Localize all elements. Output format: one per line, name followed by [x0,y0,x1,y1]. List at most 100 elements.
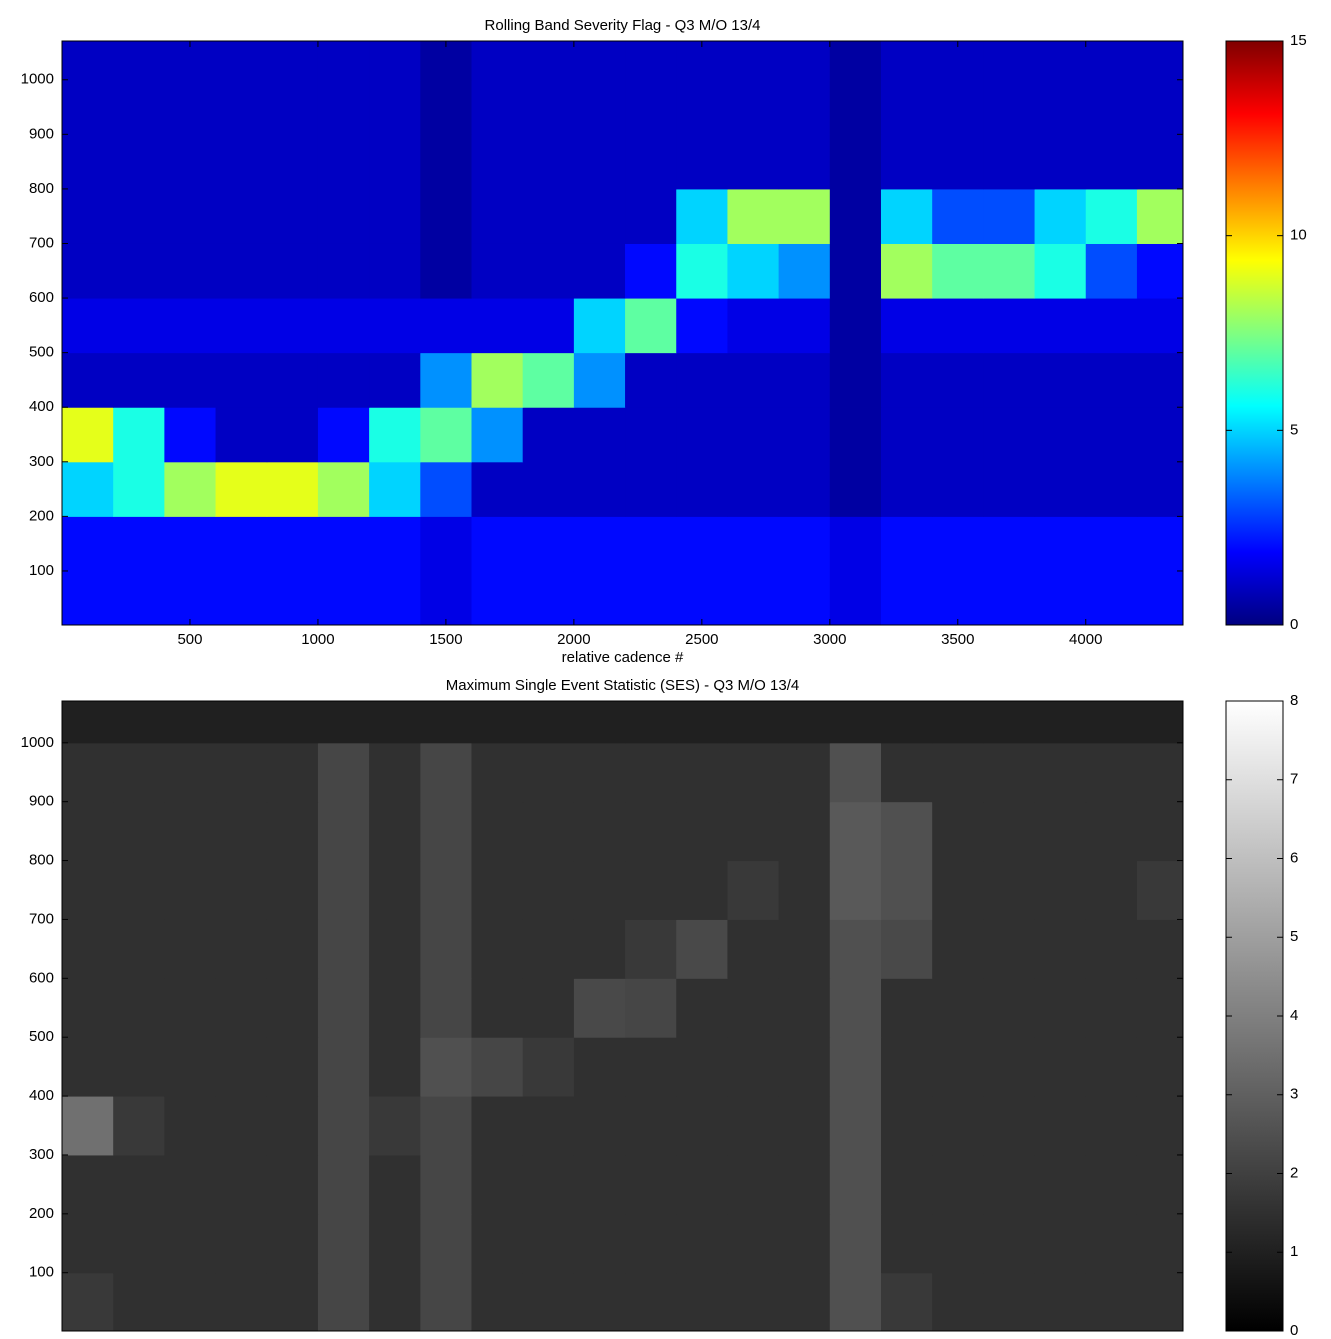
heatmap-cell [778,1096,831,1156]
heatmap-cell [1136,919,1184,979]
heatmap-cell [778,1154,831,1215]
heatmap-cell [727,407,780,463]
heatmap-cell [1034,801,1087,862]
heatmap-cell [880,516,933,572]
heatmap-cell [983,919,1036,979]
colorbar-tick-label: 7 [1290,771,1298,788]
heatmap-cell [778,134,831,190]
heatmap-cell [1085,570,1138,626]
heatmap-cell [471,1096,524,1156]
heatmap-cell [1085,1154,1138,1215]
heatmap-cell [317,1154,370,1215]
heatmap-cell [522,516,575,572]
heatmap-cell [471,298,524,354]
heatmap-cell [266,243,319,299]
heatmap-cell [829,41,882,81]
heatmap-cell [983,978,1036,1038]
heatmap-cell [113,1096,165,1156]
heatmap-cell [266,1213,319,1274]
heatmap-cell [727,188,780,244]
heatmap-cell [62,352,114,408]
heatmap-cell [880,860,933,920]
heatmap-cell [369,701,421,744]
heatmap-cell [369,407,421,463]
heatmap-cell [215,134,268,190]
heatmap-cell [676,570,728,626]
heatmap-cell [1136,1154,1184,1215]
heatmap-cell [676,516,728,572]
heatmap-cell [676,1154,728,1215]
heatmap-cell [420,298,472,354]
heatmap-cell [266,919,319,979]
heatmap-cell [522,801,575,862]
y-tick-label: 900 [29,125,54,142]
colorbar-tick-label: 15 [1290,32,1307,49]
heatmap-cell [676,742,728,803]
heatmap-cell [215,570,268,626]
heatmap-cell [62,188,114,244]
heatmap-cell [420,407,472,463]
heatmap-cell [113,352,165,408]
colorbar-tick-label: 1 [1290,1243,1298,1260]
heatmap-cell [932,860,984,920]
heatmap-cell [420,919,472,979]
heatmap-cell [1034,860,1087,920]
heatmap-cell [676,978,728,1038]
heatmap-cell [829,298,882,354]
heatmap-cell [932,919,984,979]
heatmap-cell [573,1213,626,1274]
heatmap-cell [113,516,165,572]
heatmap-cell [471,860,524,920]
heatmap-cell [1136,1037,1184,1097]
heatmap-cell [215,919,268,979]
heatmap-cell [266,79,319,135]
heatmap-cell [471,243,524,299]
heatmap-cell [1085,243,1138,299]
heatmap-cell [369,1096,421,1156]
heatmap-cell [369,79,421,135]
heatmap-cell [1034,742,1087,803]
heatmap-cell [1136,461,1184,517]
heatmap-cell [573,516,626,572]
heatmap-cell [62,243,114,299]
heatmap-cell [1136,352,1184,408]
heatmap-cell [420,134,472,190]
heatmap-cell [829,407,882,463]
heatmap-cell [829,134,882,190]
heatmap-cell [62,1272,114,1332]
heatmap-cell [983,188,1036,244]
heatmap-cell [727,978,780,1038]
heatmap-cell [983,352,1036,408]
heatmap-cell [1085,407,1138,463]
heatmap-cell [829,243,882,299]
heatmap-cell [727,461,780,517]
heatmap-cell [420,461,472,517]
heatmap-cell [113,1037,165,1097]
heatmap-cell [1034,1272,1087,1332]
heatmap-cell [625,516,677,572]
heatmap-cell [62,79,114,135]
heatmap-cell [522,134,575,190]
heatmap-cell [369,1154,421,1215]
heatmap-cell [1034,1096,1087,1156]
heatmap-cell [1136,860,1184,920]
heatmap-cell [727,298,780,354]
heatmap-cell [983,298,1036,354]
heatmap-cell [778,570,831,626]
y-tick-label: 500 [29,1028,54,1045]
y-tick-label: 800 [29,852,54,869]
heatmap-cell [932,978,984,1038]
heatmap-cell [932,701,984,744]
heatmap-cell [164,134,217,190]
heatmap-cell [164,298,217,354]
heatmap-cell [676,701,728,744]
heatmap-cell [1136,1096,1184,1156]
heatmap-cell [983,134,1036,190]
y-tick-label: 200 [29,507,54,524]
x-axis-label: relative cadence # [562,649,684,666]
heatmap-cell [829,801,882,862]
heatmap-cell [573,860,626,920]
heatmap-cell [1034,1213,1087,1274]
heatmap-cell [522,188,575,244]
heatmap-cell [676,243,728,299]
